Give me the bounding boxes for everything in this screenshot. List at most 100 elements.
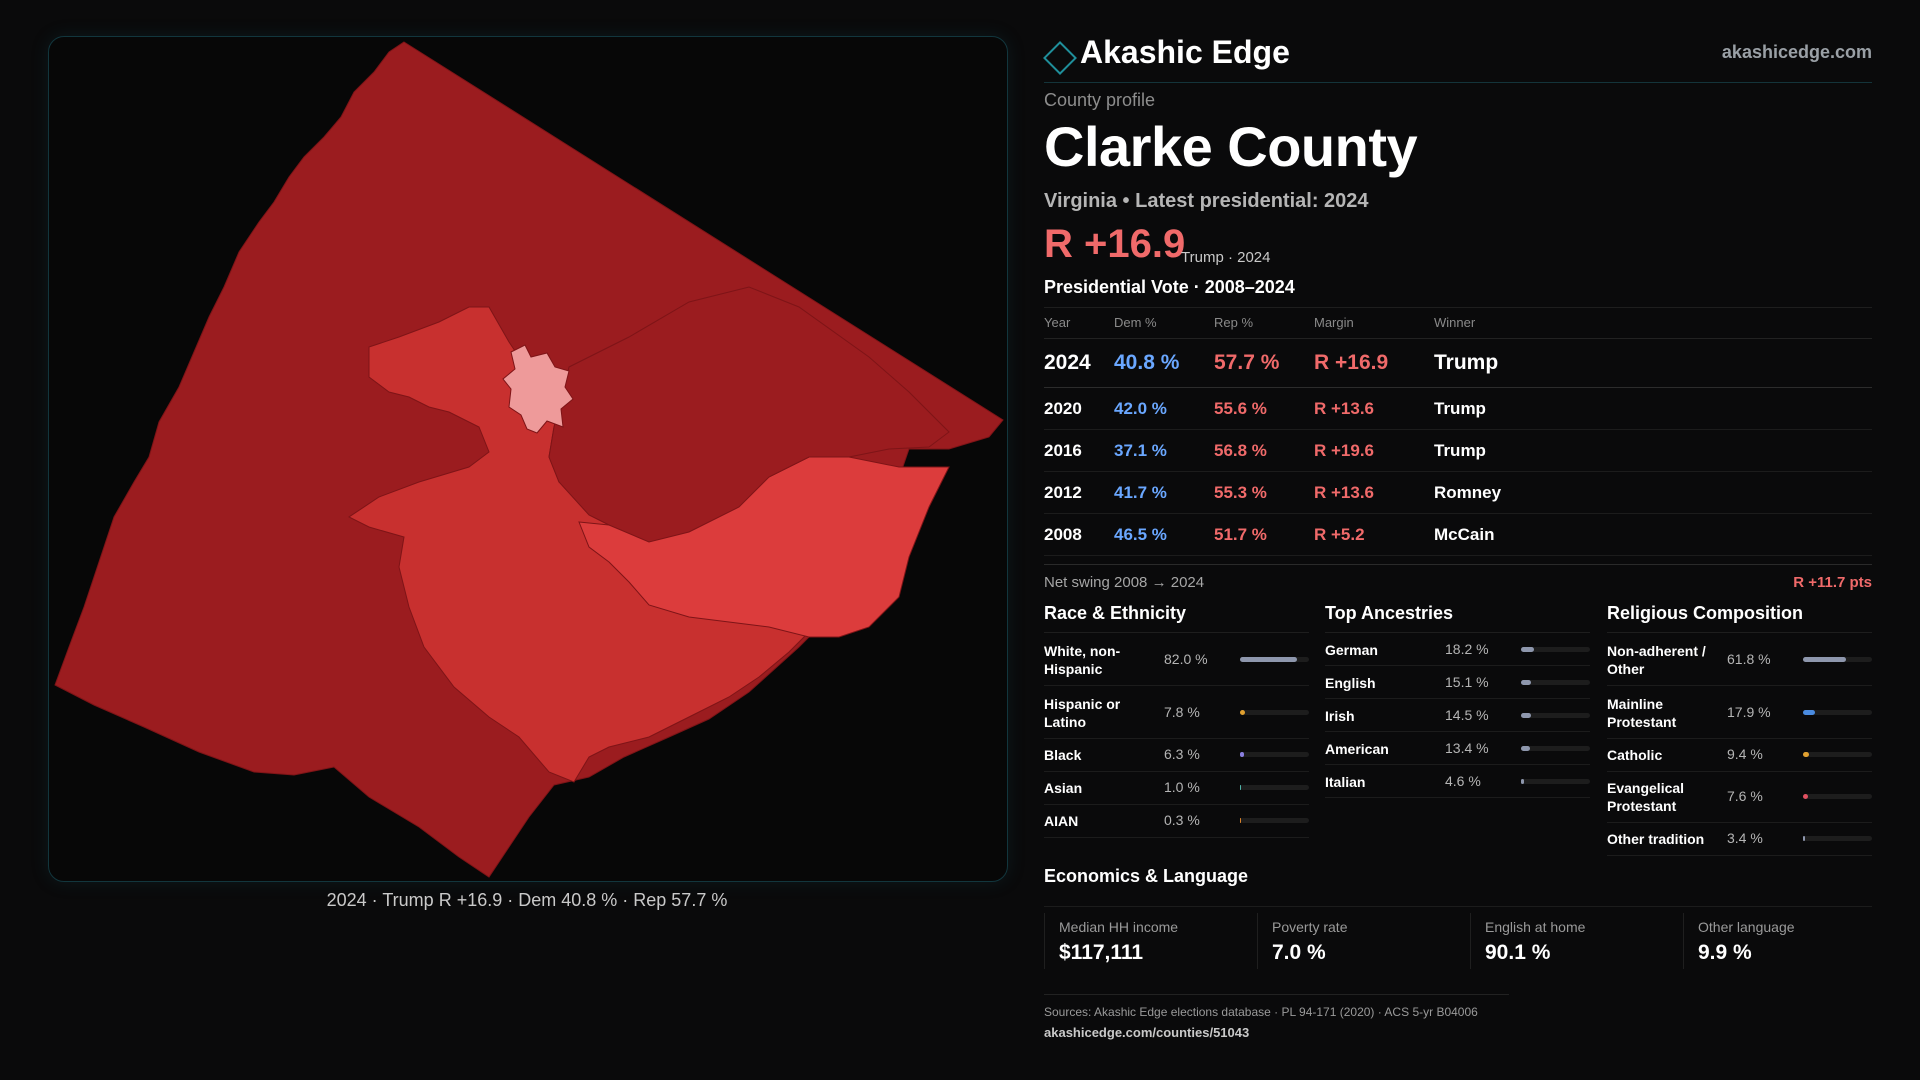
econ-value: 9.9 % [1698, 941, 1752, 964]
net-swing-value: R +11.7 pts [1793, 574, 1872, 591]
row-margin: R +5.2 [1314, 525, 1365, 544]
religion-value: 9.4 % [1727, 746, 1763, 762]
ancestry-value: 15.1 % [1445, 674, 1489, 690]
religion-label: Catholic [1607, 747, 1663, 763]
race-value: 1.0 % [1164, 779, 1200, 795]
row-winner: Trump [1434, 399, 1486, 418]
row-winner: McCain [1434, 525, 1495, 544]
row-dem: 41.7 % [1114, 483, 1167, 502]
religion-label: Non-adherent / Other [1607, 643, 1706, 677]
headline-margin: R +16.9 [1044, 222, 1186, 266]
religion-bar-fill [1803, 752, 1810, 757]
religion-bar [1803, 710, 1872, 715]
precinct-map [54, 41, 1004, 878]
ancestry-value: 13.4 % [1445, 740, 1489, 756]
religion-bar-fill [1803, 710, 1816, 715]
ancestry-label: English [1325, 675, 1376, 691]
ancestry-bar [1521, 746, 1590, 751]
list-item: Irish 14.5 % [1325, 699, 1590, 732]
list-item: Mainline Protestant 17.9 % [1607, 686, 1872, 739]
race-bar [1240, 785, 1309, 790]
race-bar-fill [1240, 818, 1242, 823]
precinct-town[interactable] [502, 344, 574, 434]
row-year: 2008 [1044, 525, 1082, 544]
ancestry-bar-fill [1521, 779, 1525, 784]
ancestry-bar-fill [1521, 713, 1531, 718]
profile-eyebrow: County profile [1044, 90, 1156, 110]
religion-label: Other tradition [1607, 831, 1705, 847]
religion-title: Religious Composition [1607, 598, 1872, 633]
row-margin: R +16.9 [1314, 351, 1389, 374]
row-year: 2016 [1044, 441, 1082, 460]
list-item: Black 6.3 % [1044, 739, 1309, 772]
list-item: White, non-Hispanic 82.0 % [1044, 633, 1309, 686]
religion-bar [1803, 752, 1872, 757]
ancestry-bar [1521, 647, 1590, 652]
race-label: White, non-Hispanic [1044, 643, 1121, 677]
race-bar [1240, 752, 1309, 757]
sources-url-link[interactable]: akashicedge.com/counties/51043 [1044, 1025, 1250, 1040]
header-margin: Margin [1314, 315, 1354, 330]
ancestry-value: 18.2 % [1445, 641, 1489, 657]
ancestry-value: 4.6 % [1445, 773, 1481, 789]
row-year: 2024 [1044, 351, 1091, 374]
econ-card: Other language 9.9 % [1683, 913, 1873, 969]
row-year: 2020 [1044, 399, 1082, 418]
brand-site-link[interactable]: akashicedge.com [1721, 42, 1872, 62]
econ-label: Median HH income [1059, 919, 1179, 935]
header-year: Year [1044, 315, 1071, 330]
table-row: 2008 46.5 % 51.7 % R +5.2 McCain [1044, 514, 1872, 556]
list-item: English 15.1 % [1325, 666, 1590, 699]
row-rep: 56.8 % [1214, 441, 1267, 460]
race-label: Hispanic or Latino [1044, 696, 1121, 730]
religion-value: 17.9 % [1727, 704, 1771, 720]
header-rep: Rep % [1214, 315, 1254, 330]
race-title: Race & Ethnicity [1044, 598, 1309, 633]
religion-panel: Religious Composition Non-adherent / Oth… [1607, 598, 1872, 856]
table-row: 2024 40.8 % 57.7 % R +16.9 Trump [1044, 339, 1872, 388]
row-rep: 51.7 % [1214, 525, 1267, 544]
row-dem: 46.5 % [1114, 525, 1167, 544]
diamond-outline-icon [1043, 41, 1077, 75]
row-margin: R +13.6 [1314, 399, 1375, 418]
row-year: 2012 [1044, 483, 1082, 502]
ancestry-value: 14.5 % [1445, 707, 1489, 723]
economics-title: Economics & Language [1044, 866, 1249, 886]
religion-bar-fill [1803, 657, 1846, 662]
race-bar-fill [1240, 752, 1245, 757]
row-rep: 55.3 % [1214, 483, 1267, 502]
list-item: AIAN 0.3 % [1044, 805, 1309, 838]
religion-bar-fill [1803, 836, 1806, 841]
row-winner: Trump [1434, 351, 1499, 374]
list-item: German 18.2 % [1325, 633, 1590, 666]
econ-label: Other language [1698, 919, 1795, 935]
row-winner: Romney [1434, 483, 1502, 502]
race-value: 6.3 % [1164, 746, 1200, 762]
ancestry-label: American [1325, 741, 1389, 757]
ancestry-bar [1521, 779, 1590, 784]
list-item: Hispanic or Latino 7.8 % [1044, 686, 1309, 739]
precinct-northeast[interactable] [548, 286, 950, 543]
race-value: 0.3 % [1164, 812, 1200, 828]
row-dem: 37.1 % [1114, 441, 1167, 460]
race-label: AIAN [1044, 813, 1079, 829]
sources-footer: Sources: Akashic Edge elections database… [1044, 994, 1509, 1040]
ancestry-label: Italian [1325, 774, 1366, 790]
row-margin: R +13.6 [1314, 483, 1375, 502]
list-item: Evangelical Protestant 7.6 % [1607, 772, 1872, 823]
brand-header: Akashic Edge akashicedge.com [1043, 34, 1872, 83]
econ-value: $117,111 [1059, 941, 1144, 964]
table-row: 2020 42.0 % 55.6 % R +13.6 Trump [1044, 388, 1872, 430]
ancestry-bar [1521, 713, 1590, 718]
race-ethnicity-panel: Race & Ethnicity White, non-Hispanic 82.… [1044, 598, 1309, 838]
religion-value: 61.8 % [1727, 651, 1771, 667]
race-value: 7.8 % [1164, 704, 1200, 720]
economics-panel: Median HH income $117,111 Poverty rate 7… [1044, 906, 1872, 969]
ancestry-label: German [1325, 642, 1378, 658]
econ-card: English at home 90.1 % [1470, 913, 1660, 969]
net-swing: Net swing 2008 → 2024 R +11.7 pts [1044, 564, 1872, 601]
row-rep: 55.6 % [1214, 399, 1267, 418]
list-item: Other tradition 3.4 % [1607, 823, 1872, 856]
ancestry-title: Top Ancestries [1325, 598, 1590, 633]
row-dem: 42.0 % [1114, 399, 1167, 418]
